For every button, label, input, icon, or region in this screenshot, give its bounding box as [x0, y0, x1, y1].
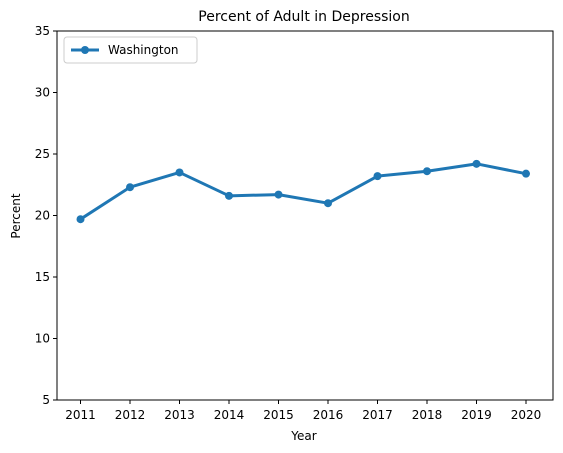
- data-point: [373, 172, 382, 181]
- data-point: [324, 199, 332, 208]
- legend: Washington: [63, 36, 198, 64]
- y-tick-label: 30: [35, 86, 50, 100]
- data-point: [225, 191, 233, 200]
- x-tick-label: 2018: [412, 408, 443, 422]
- x-axis-title: Year: [290, 429, 316, 443]
- x-tick-label: 2012: [115, 408, 146, 422]
- y-tick-label: 10: [35, 332, 50, 346]
- data-point: [126, 183, 134, 192]
- y-tick-label: 20: [35, 209, 50, 223]
- y-axis: 5 10 15 20 25 30 35: [35, 24, 57, 407]
- data-point: [472, 159, 481, 168]
- legend-box: [63, 36, 198, 64]
- y-tick-label: 15: [35, 270, 50, 284]
- chart-title: Percent of Adult in Depression: [198, 9, 409, 25]
- x-axis: 2011 2012 2013 2014 2015 2016 2017 2018 2019 2020: [65, 400, 541, 422]
- plot-frame: [56, 30, 554, 401]
- series-layer: [76, 159, 530, 224]
- series-line: [79, 162, 527, 221]
- x-tick-label: 2011: [65, 408, 96, 422]
- data-point: [76, 215, 85, 224]
- x-tick-label: 2019: [461, 408, 492, 422]
- y-tick-label: 25: [35, 147, 50, 161]
- data-point: [522, 169, 530, 178]
- data-point: [274, 190, 283, 199]
- x-tick-label: 2016: [313, 408, 344, 422]
- data-point: [423, 167, 431, 176]
- x-tick-label: 2020: [511, 408, 542, 422]
- data-point: [175, 168, 184, 177]
- legend-swatch-marker: [81, 46, 89, 54]
- y-tick-label: 5: [42, 393, 50, 407]
- x-tick-label: 2015: [263, 408, 294, 422]
- x-tick-label: 2014: [214, 408, 245, 422]
- legend-label: Washington: [108, 43, 179, 57]
- y-tick-label: 35: [35, 24, 50, 38]
- y-axis-title: Percent: [9, 193, 23, 238]
- x-tick-label: 2013: [164, 408, 195, 422]
- x-tick-label: 2017: [362, 408, 393, 422]
